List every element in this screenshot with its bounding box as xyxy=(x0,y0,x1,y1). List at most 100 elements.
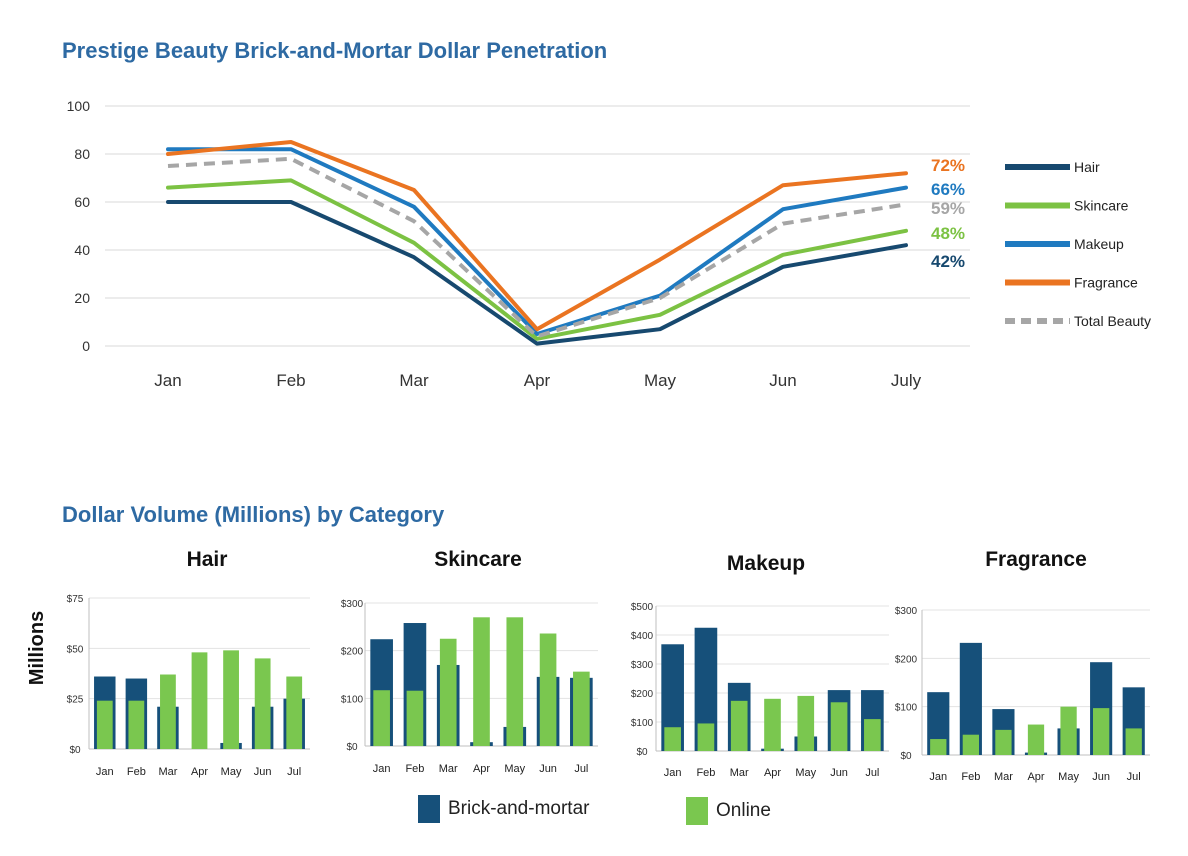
data-label-hair: 42% xyxy=(931,252,965,271)
legend-label-total-beauty: Total Beauty xyxy=(1074,313,1151,329)
legend-swatch-brick-and-mortar xyxy=(418,795,440,823)
y-tick-label: 60 xyxy=(74,194,90,210)
panel-makeup-bar-online xyxy=(664,727,681,751)
panel-hair-y-tick-label: $25 xyxy=(67,695,84,706)
x-tick-label: Jan xyxy=(154,371,181,390)
data-label-skincare: 48% xyxy=(931,224,965,243)
panel-makeup-y-tick-label: $500 xyxy=(631,602,654,613)
panel-fragrance-x-tick-label: Apr xyxy=(1027,771,1044,783)
panel-hair-title: Hair xyxy=(187,548,228,571)
data-label-total-beauty: 59% xyxy=(931,199,965,218)
panel-fragrance-y-tick-label: $100 xyxy=(895,703,918,714)
y-tick-label: 20 xyxy=(74,290,90,306)
panel-fragrance-bar-online xyxy=(1060,706,1077,755)
panel-makeup-bar-online xyxy=(730,700,748,751)
series-line-hair xyxy=(166,200,908,346)
panel-hair-x-tick-label: Mar xyxy=(158,766,177,778)
legend-brick-and-mortar: Brick-and-mortar xyxy=(418,795,589,823)
series-line-skincare xyxy=(166,178,908,341)
y-tick-label: 80 xyxy=(74,146,90,162)
panel-skincare-bar-online xyxy=(406,690,424,746)
panel-skincare-bar-online xyxy=(473,617,490,746)
x-tick-label: Mar xyxy=(399,371,429,390)
panel-skincare-x-tick-label: May xyxy=(504,763,525,775)
panel-fragrance-x-tick-label: Mar xyxy=(994,771,1013,783)
panel-hair-bar-online xyxy=(191,652,208,749)
x-tick-label: Jun xyxy=(769,371,796,390)
panel-fragrance-x-tick-label: May xyxy=(1058,771,1079,783)
panel-fragrance-x-tick-label: Jan xyxy=(929,771,947,783)
x-tick-label: May xyxy=(644,371,677,390)
panel-makeup-y-tick-label: $300 xyxy=(631,660,654,671)
panel-fragrance-x-tick-label: Feb xyxy=(961,771,980,783)
panel-skincare-title: Skincare xyxy=(434,548,522,571)
panel-skincare-x-tick-label: Apr xyxy=(473,763,490,775)
panel-hair-y-tick-label: $75 xyxy=(67,594,84,605)
panel-skincare-x-tick-label: Jan xyxy=(373,763,391,775)
panel-hair-bar-online xyxy=(128,700,145,749)
panel-skincare-y-tick-label: $200 xyxy=(341,647,364,658)
legend-label-brick-and-mortar: Brick-and-mortar xyxy=(448,798,590,819)
panel-fragrance-bar-online xyxy=(1093,708,1110,755)
data-label-makeup: 66% xyxy=(931,180,965,199)
panel-skincare-y-tick-label: $300 xyxy=(341,599,364,610)
x-tick-label: July xyxy=(891,371,922,390)
panel-makeup-y-tick-label: $400 xyxy=(631,631,654,642)
panel-makeup-x-tick-label: Feb xyxy=(696,767,715,779)
panel-fragrance-bar-online xyxy=(1027,724,1045,755)
panel-makeup-x-tick-label: Jun xyxy=(830,767,848,779)
panel-skincare-x-tick-label: Mar xyxy=(439,763,458,775)
panel-skincare-x-tick-label: Feb xyxy=(405,763,424,775)
panel-fragrance-bar-brick-and-mortar xyxy=(959,642,982,755)
panel-skincare-bar-online xyxy=(373,690,390,746)
panel-fragrance-title: Fragrance xyxy=(985,548,1087,571)
legend-online: Online xyxy=(686,797,771,825)
panel-hair-bar-online xyxy=(96,700,113,749)
legend-swatch-online xyxy=(686,797,708,825)
legend-label-fragrance: Fragrance xyxy=(1074,275,1138,291)
panel-fragrance-x-tick-label: Jul xyxy=(1127,771,1141,783)
panel-fragrance-y-tick-label: $200 xyxy=(895,654,918,665)
panel-makeup-bar-online xyxy=(797,695,815,751)
panel-makeup-bar-brick-and-mortar xyxy=(694,627,718,751)
panel-skincare-bar-online xyxy=(573,671,590,746)
panel-skincare-y-tick-label: $100 xyxy=(341,694,364,705)
panel-makeup-x-tick-label: Mar xyxy=(730,767,749,779)
y-tick-label: 0 xyxy=(82,338,90,354)
panel-makeup-bar-online xyxy=(764,698,781,751)
panel-hair-y-tick-label: $0 xyxy=(69,745,81,756)
panel-hair-x-tick-label: Feb xyxy=(127,766,146,778)
y-axis-title: Millions xyxy=(26,611,48,685)
panel-skincare-bar-online xyxy=(439,638,457,746)
chart-title: Prestige Beauty Brick-and-Mortar Dollar … xyxy=(62,38,608,63)
panel-makeup-title: Makeup xyxy=(727,552,805,575)
panel-hair-x-tick-label: May xyxy=(221,766,242,778)
legend-label-hair: Hair xyxy=(1074,159,1100,175)
data-label-fragrance: 72% xyxy=(931,156,965,175)
panel-makeup-bar-online xyxy=(864,719,881,751)
panel-fragrance-bar-online xyxy=(1125,728,1142,755)
panel-fragrance-bar-online xyxy=(930,739,947,755)
panel-fragrance-bar-online xyxy=(995,729,1012,755)
series-line-total-beauty xyxy=(167,156,907,339)
panel-makeup-bar-online xyxy=(830,702,848,751)
panel-fragrance-y-tick-label: $0 xyxy=(900,751,912,762)
panel-makeup-y-tick-label: $0 xyxy=(636,747,648,758)
panel-hair-x-tick-label: Jan xyxy=(96,766,114,778)
legend-label-online: Online xyxy=(716,800,771,821)
panel-makeup-y-tick-label: $200 xyxy=(631,689,654,700)
panel-makeup-y-tick-label: $100 xyxy=(631,718,654,729)
series-line-fragrance xyxy=(166,140,908,332)
panel-hair-y-tick-label: $50 xyxy=(67,644,84,655)
panel-makeup-x-tick-label: May xyxy=(795,767,816,779)
panel-hair-bar-online xyxy=(160,674,176,749)
series-line-makeup xyxy=(166,147,908,336)
panel-makeup-bar-online xyxy=(697,723,715,751)
panel-makeup-x-tick-label: Apr xyxy=(764,767,781,779)
panel-skincare-y-tick-label: $0 xyxy=(346,742,358,753)
panel-hair-bar-online xyxy=(223,650,239,749)
panel-makeup-bar-brick-and-mortar xyxy=(661,644,684,751)
panel-skincare-bar-online xyxy=(539,633,557,746)
panel-fragrance-bar-online xyxy=(962,734,979,755)
